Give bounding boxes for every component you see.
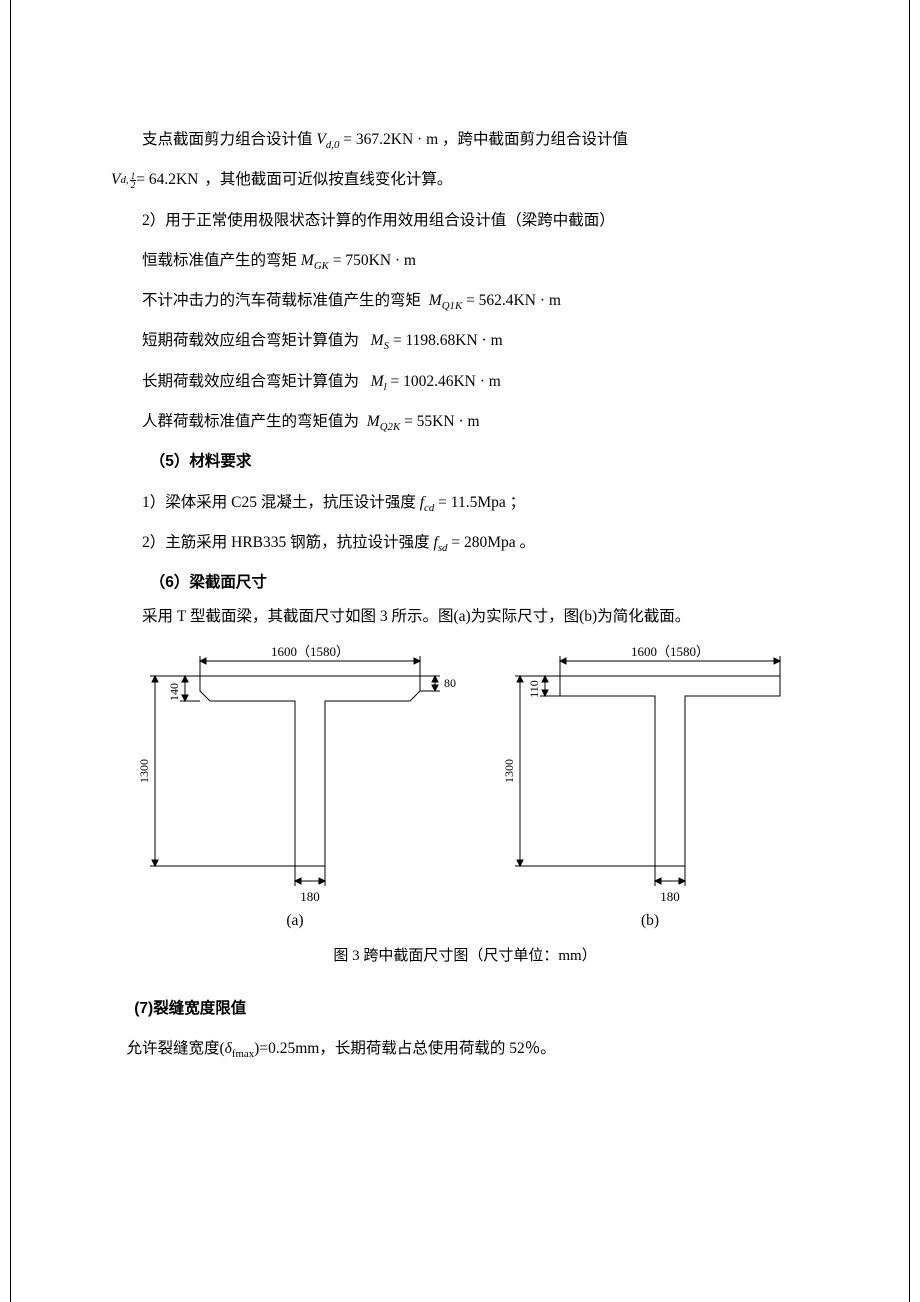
caption-b: (b) bbox=[500, 912, 800, 930]
figure-3-wrapper: 1600（1580） 140 80 1300 180 (a) bbox=[111, 636, 819, 930]
figure-3a: 1600（1580） 140 80 1300 180 (a) bbox=[130, 636, 460, 930]
diagram-a-svg: 1600（1580） 140 80 1300 180 bbox=[130, 636, 460, 906]
dim-110: 110 bbox=[527, 680, 541, 698]
paragraph-sls-intro: 2）用于正常使用极限状态计算的作用效用组合设计值（梁跨中截面） bbox=[111, 201, 819, 241]
text: ，其他截面可近似按直线变化计算。 bbox=[204, 160, 452, 200]
paragraph-crack-width: 允许裂缝宽度(δfmax)=0.25mm，长期荷载占总使用荷载的 52％。 bbox=[111, 1029, 819, 1069]
line-concrete: 1）梁体采用 C25 混凝土，抗压设计强度 fcd = 11.5Mpa ； bbox=[111, 483, 819, 523]
text: ，跨中截面剪力组合设计值 bbox=[442, 131, 628, 148]
line-ms: 短期荷载效应组合弯矩计算值为 MS = 1198.68KN · m bbox=[111, 321, 819, 361]
formula-vd0: Vd,0 = 367.2KN · m bbox=[316, 131, 442, 148]
dim-top-b: 1600（1580） bbox=[631, 644, 709, 659]
line-mq1k: 不计冲击力的汽车荷载标准值产生的弯矩 MQ1K = 562.4KN · m bbox=[111, 281, 819, 321]
paragraph-section-intro: 采用 T 型截面梁，其截面尺寸如图 3 所示。图(a)为实际尺寸，图(b)为简化… bbox=[111, 604, 819, 630]
line-mgk: 恒载标准值产生的弯矩 MGK = 750KN · m bbox=[111, 241, 819, 281]
heading-7-crack: (7)裂缝宽度限值 bbox=[111, 989, 819, 1029]
caption-a: (a) bbox=[130, 912, 460, 930]
heading-6-section: （6）梁截面尺寸 bbox=[111, 563, 819, 603]
dim-140: 140 bbox=[167, 683, 181, 701]
diagram-b-svg: 1600（1580） 110 1300 180 bbox=[500, 636, 800, 906]
line-mq2k: 人群荷载标准值产生的弯矩值为 MQ2K = 55KN · m bbox=[111, 402, 819, 442]
dim-180-a: 180 bbox=[300, 889, 320, 904]
page-content: 支点截面剪力组合设计值 Vd,0 = 367.2KN · m ，跨中截面剪力组合… bbox=[10, 0, 910, 1302]
dim-80: 80 bbox=[444, 676, 456, 690]
line-rebar: 2）主筋采用 HRB335 钢筋，抗拉设计强度 fsd = 280Mpa 。 bbox=[111, 523, 819, 563]
figure-3-caption: 图 3 跨中截面尺寸图（尺寸单位：mm） bbox=[111, 944, 819, 965]
paragraph-shear-support: 支点截面剪力组合设计值 Vd,0 = 367.2KN · m ，跨中截面剪力组合… bbox=[111, 120, 819, 160]
heading-5-materials: （5）材料要求 bbox=[111, 442, 819, 482]
formula-vd-half: V d, 1 2 = 64.2KN bbox=[111, 160, 198, 200]
dim-1300-b: 1300 bbox=[502, 759, 516, 783]
line-ml: 长期荷载效应组合弯矩计算值为 Ml = 1002.46KN · m bbox=[111, 362, 819, 402]
dim-180-b: 180 bbox=[660, 889, 680, 904]
text: 支点截面剪力组合设计值 bbox=[142, 131, 313, 148]
figure-3b: 1600（1580） 110 1300 180 (b) bbox=[500, 636, 800, 930]
dim-1300-a: 1300 bbox=[137, 759, 151, 783]
dim-top-a: 1600（1580） bbox=[271, 644, 349, 659]
paragraph-shear-midspan: V d, 1 2 = 64.2KN ，其他截面可近似按直线变化计算。 bbox=[111, 160, 819, 200]
